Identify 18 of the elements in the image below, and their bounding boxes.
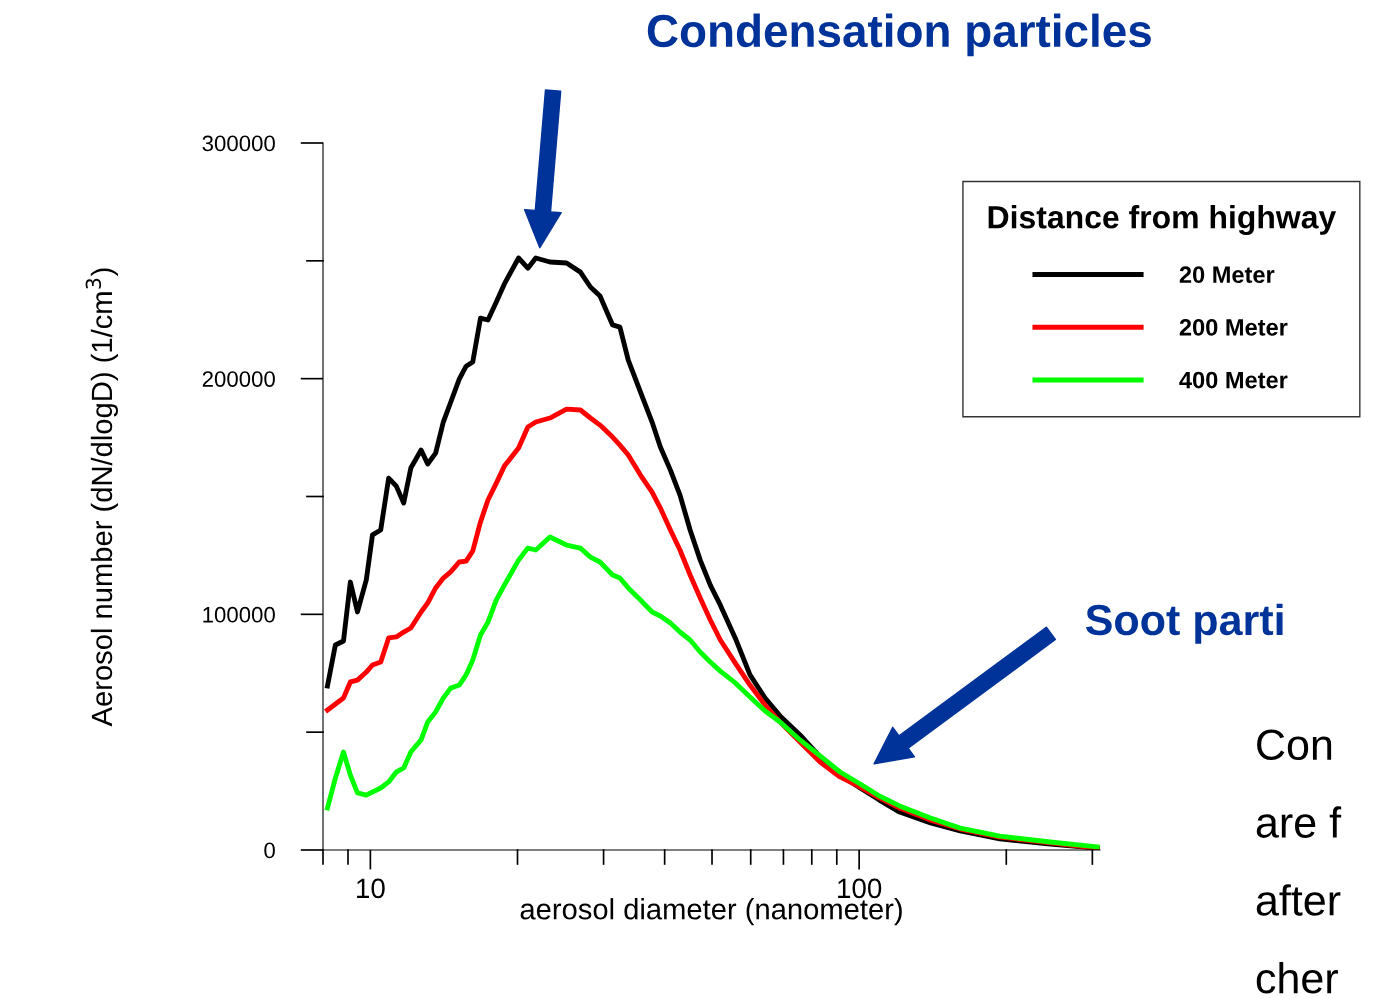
text: Condensation particles	[647, 13, 1151, 57]
text: are f	[1256, 806, 1342, 838]
y-tick-label: 0	[264, 842, 275, 859]
y-axis-title: Aerosol number (dN/dlogD) (1/cm$^{3}$)	[85, 268, 118, 727]
legend-title: Distance from highway	[988, 205, 1337, 235]
y-tick-label: 100000	[203, 606, 275, 623]
legend-label: 200 Meter	[1179, 319, 1288, 336]
text: cher	[1256, 961, 1338, 994]
x-tick-label: 10	[357, 878, 385, 899]
y-tick-label: 200000	[202, 371, 275, 387]
y-tick-label: 300000	[202, 135, 275, 152]
text: Con	[1257, 729, 1332, 761]
legend-label: 400 Meter	[1179, 371, 1288, 389]
x-axis-title: aerosol diameter (nanometer)	[520, 898, 902, 926]
text: after	[1256, 884, 1341, 916]
legend-label: 20 Meter	[1179, 266, 1275, 284]
annotation: Soot parti	[1085, 603, 1283, 644]
x-tick-label: 100	[838, 878, 882, 899]
